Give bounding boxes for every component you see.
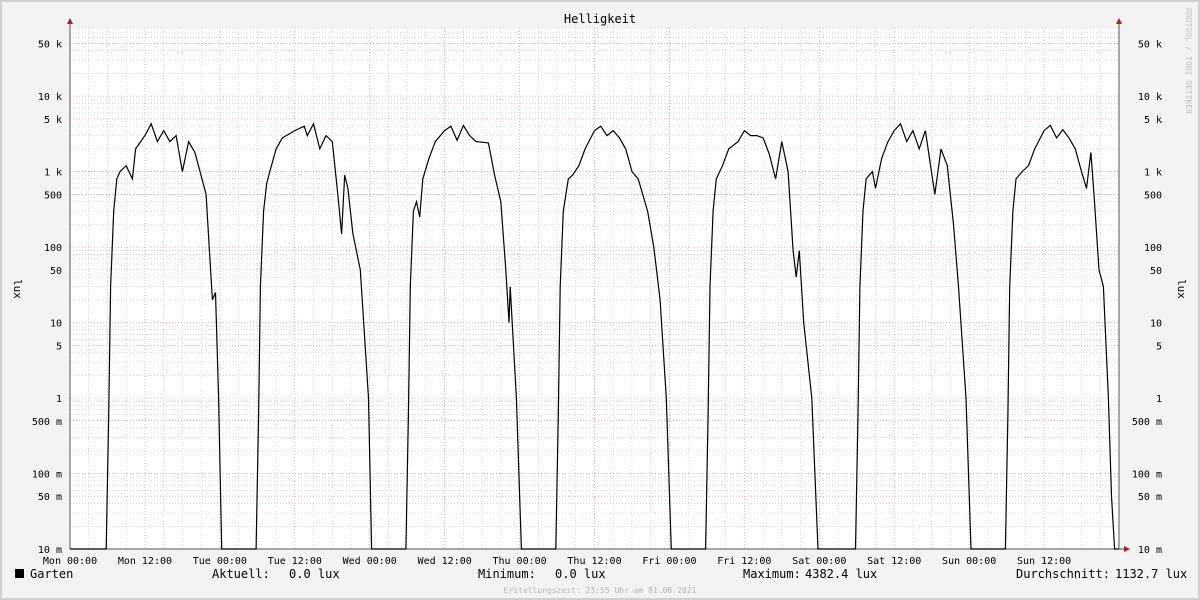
stat-min-value: 0.0 lux — [555, 567, 606, 581]
y-tick-label: 500 m — [32, 417, 62, 428]
x-tick-label: Sat 00:00 — [792, 556, 846, 567]
x-tick-label: Tue 00:00 — [193, 556, 247, 567]
y-tick-label: 50 m — [38, 492, 62, 503]
y-tick-label: 1 — [56, 394, 62, 405]
stat-min-label: Minimum: — [478, 567, 536, 581]
y-tick-label: 5 k — [44, 115, 62, 126]
y-tick-label: 1 — [1156, 394, 1162, 405]
x-tick-label: Sun 00:00 — [942, 556, 996, 567]
footer-timestamp: Erstellungszeit: 23:55 Uhr am 01.08.2021 — [504, 586, 697, 595]
y-tick-label: 1 k — [44, 168, 62, 179]
y-tick-label: 10 k — [38, 92, 62, 103]
x-tick-label: Fri 00:00 — [642, 556, 696, 567]
y-tick-label: 10 k — [1138, 92, 1162, 103]
y-tick-label: 10 m — [1138, 545, 1162, 556]
y-axis-arrow-left — [67, 18, 73, 24]
x-tick-label: Thu 00:00 — [492, 556, 546, 567]
y-tick-label: 10 m — [38, 545, 62, 556]
y-tick-labels-right: 10 m 50 m 100 m 500 m 1 5 10 50 100 500 1 k 5 k 10 k… — [1132, 39, 1162, 556]
y-tick-label: 1 k — [1144, 168, 1162, 179]
x-tick-label: Sun 12:00 — [1017, 556, 1071, 567]
x-tick-label: Thu 12:00 — [567, 556, 621, 567]
y-tick-label: 50 — [1150, 266, 1162, 277]
y-tick-label: 500 — [44, 190, 62, 201]
y-axis-label-right: lux — [1175, 279, 1188, 299]
y-tick-label: 100 m — [1132, 470, 1162, 481]
y-tick-label: 100 m — [32, 470, 62, 481]
series-line-garten — [70, 122, 1119, 550]
x-tick-label: Fri 12:00 — [717, 556, 771, 567]
y-axis-label-left: lux — [11, 279, 24, 299]
stat-current-label: Aktuell: — [212, 567, 270, 581]
y-tick-label: 500 m — [1132, 417, 1162, 428]
x-tick-labels: Mon 00:00 Mon 12:00 Tue 00:00 Tue 12:00 Wed … — [43, 556, 1071, 567]
y-tick-label: 50 k — [38, 39, 62, 50]
stat-avg-value: 1132.7 lux — [1115, 567, 1187, 581]
chart-title: Helligkeit — [564, 12, 636, 26]
y-tick-label: 5 — [56, 341, 62, 352]
y-tick-label: 500 — [1144, 190, 1162, 201]
y-tick-label: 5 — [1156, 341, 1162, 352]
x-axis-arrow — [1124, 546, 1130, 552]
stat-max-value: 4382.4 lux — [805, 567, 877, 581]
y-axis-arrow-right — [1116, 18, 1122, 24]
y-tick-label: 50 — [50, 266, 62, 277]
y-tick-label: 50 k — [1138, 39, 1162, 50]
legend-swatch-garten — [15, 569, 24, 578]
x-tick-label: Wed 00:00 — [343, 556, 397, 567]
stat-avg-label: Durchschnitt: — [1016, 567, 1110, 581]
x-tick-label: Tue 12:00 — [268, 556, 322, 567]
y-tick-label: 100 — [44, 243, 62, 254]
stat-max-label: Maximum: — [743, 567, 801, 581]
plot-area — [70, 28, 1119, 549]
y-tick-label: 100 — [1144, 243, 1162, 254]
legend-label-garten: Garten — [30, 567, 73, 581]
stat-current-value: 0.0 lux — [289, 567, 340, 581]
watermark: RRDTOOL / TOBI OETIKER — [1184, 8, 1193, 114]
y-tick-label: 5 k — [1144, 115, 1162, 126]
x-tick-label: Mon 00:00 — [43, 556, 97, 567]
y-tick-label: 50 m — [1138, 492, 1162, 503]
x-tick-label: Sat 12:00 — [867, 556, 921, 567]
y-tick-labels-left: 10 m 50 m 100 m 500 m 1 5 10 50 100 500 1 k 5 k 10 k… — [32, 39, 62, 556]
x-tick-label: Mon 12:00 — [118, 556, 172, 567]
grid — [70, 27, 1119, 550]
y-tick-label: 10 — [50, 319, 62, 330]
y-tick-label: 10 — [1150, 319, 1162, 330]
x-tick-label: Wed 12:00 — [418, 556, 472, 567]
